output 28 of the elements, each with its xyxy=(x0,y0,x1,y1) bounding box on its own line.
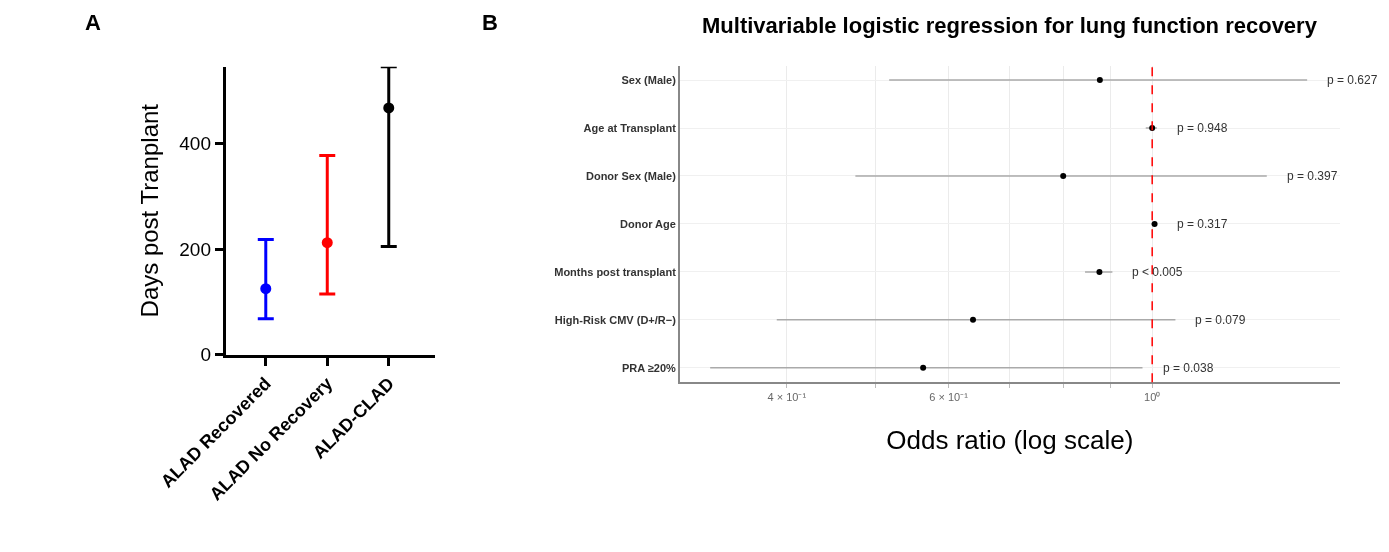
point xyxy=(260,283,272,295)
y-tick-label: 400 xyxy=(179,132,211,154)
y-tick-label: Donor Sex (Male) xyxy=(586,169,677,182)
x-tick-label: 6 × 10⁻¹ xyxy=(929,391,969,404)
y-tick-label: Donor Age xyxy=(620,217,676,230)
x-tick-label: 4 × 10⁻¹ xyxy=(767,391,807,404)
y-tick-label: PRA ≥20% xyxy=(621,361,677,374)
y-tick-label: Months post transplant xyxy=(554,265,677,278)
x-tick-label: 10⁰ xyxy=(1144,391,1161,404)
y-tick-label: Sex (Male) xyxy=(621,73,677,86)
point xyxy=(321,237,333,249)
x-axis-title: Odds ratio (log scale) xyxy=(886,424,1134,455)
y-tick-label: Age at Transplant xyxy=(583,121,677,134)
y-axis-title: Days post Tranplant xyxy=(136,103,164,318)
chart-title: Multivariable logistic regression for lung function recovery xyxy=(702,13,1318,38)
annotation: p = 0.317 xyxy=(1177,217,1228,231)
annotation: p = 0.948 xyxy=(1177,121,1228,135)
point xyxy=(383,102,395,114)
annotation: p = 0.038 xyxy=(1163,361,1214,375)
text: A xyxy=(85,10,101,35)
annotation: p = 0.079 xyxy=(1195,313,1246,327)
text: B xyxy=(482,10,498,35)
y-tick-label: High-Risk CMV (D+/R−) xyxy=(554,313,677,326)
y-tick-label: 200 xyxy=(179,238,211,260)
y-tick-label: 0 xyxy=(200,344,211,366)
annotation: p = 0.627 xyxy=(1327,73,1378,87)
annotation: p < 0.005 xyxy=(1132,265,1183,279)
annotation: p = 0.397 xyxy=(1287,169,1338,183)
